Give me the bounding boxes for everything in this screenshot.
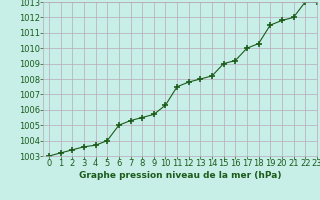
X-axis label: Graphe pression niveau de la mer (hPa): Graphe pression niveau de la mer (hPa) [79,171,281,180]
